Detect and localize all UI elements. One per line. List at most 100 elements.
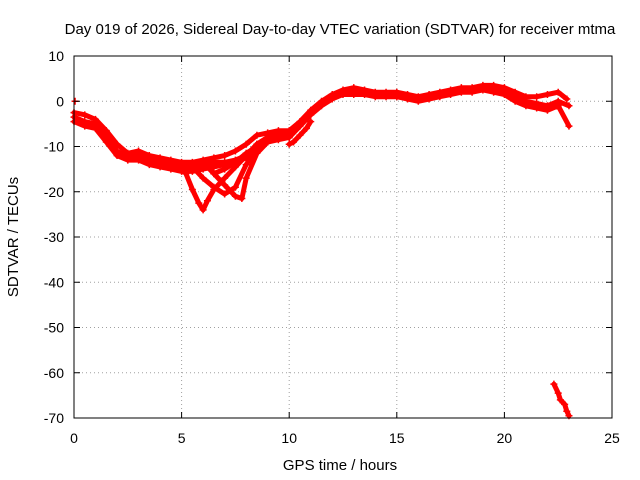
x-tick-label: 25 (604, 430, 620, 446)
data-point (274, 131, 282, 139)
data-point (102, 138, 110, 146)
data-point (264, 136, 272, 144)
track-alt-2 (70, 86, 573, 175)
data-point (307, 118, 315, 126)
data-series (70, 81, 573, 420)
x-tick-label: 5 (178, 430, 186, 446)
x-axis-title: GPS time / hours (283, 457, 397, 474)
data-point (242, 161, 250, 169)
data-point (490, 81, 498, 89)
data-point (221, 165, 229, 173)
data-point (92, 115, 100, 123)
data-point (543, 90, 551, 98)
data-point (135, 147, 143, 155)
data-point (231, 147, 239, 155)
data-point (361, 90, 369, 98)
axes: 0 5 10 15 20 25 10 0 -10 -20 -30 -40 -50 -60 -70 (44, 48, 620, 446)
data-point (533, 104, 541, 112)
data-point (296, 122, 304, 130)
data-point (500, 84, 508, 92)
y-tick-label: 10 (48, 48, 64, 64)
data-point (156, 163, 164, 171)
data-point (124, 149, 132, 157)
data-point (113, 152, 121, 160)
data-point (522, 102, 530, 110)
data-point (285, 133, 293, 141)
data-point (195, 199, 203, 207)
data-point (436, 93, 444, 101)
data-point (554, 389, 562, 397)
data-point (511, 97, 519, 105)
x-tick-label: 0 (70, 430, 78, 446)
data-point (221, 152, 229, 160)
data-point (328, 95, 336, 103)
data-point (199, 206, 207, 214)
data-point (290, 138, 298, 146)
data-point (404, 95, 412, 103)
data-point (285, 127, 293, 135)
data-point (199, 174, 207, 182)
data-point (124, 156, 132, 164)
data-point (339, 90, 347, 98)
data-point (188, 185, 196, 193)
data-point (425, 95, 433, 103)
data-point (238, 195, 246, 203)
data-point (81, 111, 89, 119)
data-point (447, 90, 455, 98)
data-point (231, 192, 239, 200)
track-low-segment (550, 380, 573, 420)
data-point (382, 93, 390, 101)
y-tick-label: 0 (56, 93, 64, 109)
y-tick-label: -60 (44, 365, 64, 381)
data-point (522, 93, 530, 101)
data-point (173, 161, 181, 169)
data-point (221, 181, 229, 189)
data-point (182, 170, 190, 178)
y-tick-label: -70 (44, 410, 64, 426)
data-point (556, 396, 564, 404)
data-point (371, 93, 379, 101)
data-point (135, 156, 143, 164)
data-point (457, 88, 465, 96)
data-point (350, 90, 358, 98)
data-point (561, 400, 569, 408)
data-point (468, 88, 476, 96)
data-point (554, 102, 562, 110)
y-axis-title: SDTVAR / TECUs (5, 177, 22, 297)
data-point (563, 95, 571, 103)
data-point (533, 93, 541, 101)
data-point (210, 163, 218, 171)
y-tick-label: -20 (44, 184, 64, 200)
data-point (167, 165, 175, 173)
x-tick-label: 10 (281, 430, 297, 446)
data-point (543, 106, 551, 114)
data-point (113, 140, 121, 148)
data-point (242, 140, 250, 148)
data-point (393, 93, 401, 101)
data-point (167, 156, 175, 164)
data-point (563, 407, 571, 415)
data-point (302, 124, 310, 132)
data-point (253, 149, 261, 157)
track-dip-4 (210, 131, 282, 178)
data-point (479, 86, 487, 94)
y-tick-label: -50 (44, 320, 64, 336)
data-point (145, 152, 153, 160)
data-point (210, 154, 218, 162)
data-point (490, 88, 498, 96)
data-point (253, 143, 261, 150)
data-point (242, 174, 250, 182)
data-point (102, 127, 110, 135)
track-late-branch (285, 118, 315, 148)
data-point (242, 149, 250, 157)
data-point (178, 158, 186, 166)
data-point (188, 163, 196, 171)
data-point (511, 88, 519, 96)
data-point (307, 111, 315, 119)
data-point (550, 380, 558, 388)
data-point (199, 165, 207, 173)
x-tick-label: 20 (497, 430, 513, 446)
data-point (156, 154, 164, 162)
data-point (199, 158, 207, 166)
